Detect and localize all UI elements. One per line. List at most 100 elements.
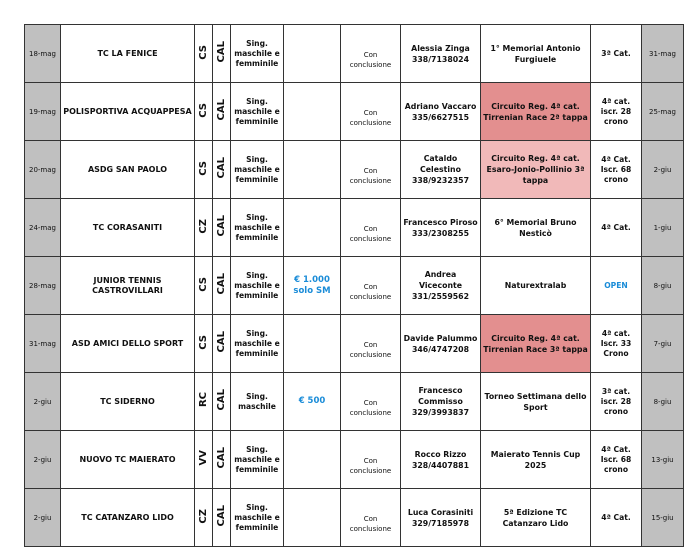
club-name: ASDG SAN PAOLO — [60, 140, 195, 199]
contact: Adriano Vaccaro 335/6627515 — [400, 82, 481, 141]
event-name: 6° Memorial Bruno Nesticò — [480, 198, 591, 257]
draw-type: Sing. maschile e femminile — [230, 430, 284, 489]
prize-money: € 1.000 solo SM — [283, 256, 341, 315]
contact-phone: 331/2559562 — [411, 292, 470, 301]
table-row: 20-mag ASDG SAN PAOLO CS CAL Sing. maschile … — [24, 140, 684, 199]
table-row: 24-mag TC CORASANITI CZ CAL Sing. maschile e… — [24, 198, 684, 257]
format: Con conclusione — [340, 24, 401, 83]
contact: Cataldo Celestino 338/9232357 — [400, 140, 481, 199]
end-date: 25-mag — [641, 82, 684, 141]
table-row: 19-mag POLISPORTIVA ACQUAPPESA CS CAL Sing. … — [24, 82, 684, 141]
start-date: 2-giu — [24, 372, 61, 431]
region: CAL — [212, 140, 231, 199]
event-name: Circuito Reg. 4ª cat. Tirrenian Race 3ª … — [480, 314, 591, 373]
event-name: Torneo Settimana dello Sport — [480, 372, 591, 431]
category: 4ª Cat. Iscr. 68 crono — [590, 430, 642, 489]
province-text: RC — [197, 392, 209, 408]
event-name: Circuito Reg. 4ª cat. Esaro-Jonio-Pollin… — [480, 140, 591, 199]
region-text: CAL — [215, 99, 227, 121]
draw-type: Sing. maschile e femminile — [230, 256, 284, 315]
start-date: 18-mag — [24, 24, 61, 83]
event-name: 5ª Edizione TC Catanzaro Lido — [480, 488, 591, 547]
province: CS — [194, 256, 213, 315]
contact-phone: 338/7138024 — [411, 54, 470, 64]
contact-name: Francesco Piroso — [403, 217, 478, 227]
province: CZ — [194, 198, 213, 257]
contact-name: Andrea Viceconte — [418, 270, 463, 290]
format: Con conclusione — [340, 372, 401, 431]
region-text: CAL — [215, 157, 227, 179]
start-date: 2-giu — [24, 430, 61, 489]
end-date: 8-giu — [641, 256, 684, 315]
prize-money — [283, 82, 341, 141]
table-row: 28-mag JUNIOR TENNIS CASTROVILLARI CS CAL Si… — [24, 256, 684, 315]
category: 4ª Cat. Iscr. 68 crono — [590, 140, 642, 199]
draw-type: Sing. maschile e femminile — [230, 198, 284, 257]
club-name: TC SIDERNO — [60, 372, 195, 431]
province: VV — [194, 430, 213, 489]
category: 4ª Cat. — [590, 488, 642, 547]
event-name: 1° Memorial Antonio Furgiuele — [480, 24, 591, 83]
club-name: ASD AMICI DELLO SPORT — [60, 314, 195, 373]
table-row: 2-giu TC SIDERNO RC CAL Sing. maschile € 500 C… — [24, 372, 684, 431]
contact-name: Alessia Zinga — [411, 43, 470, 53]
region-text: CAL — [215, 215, 227, 237]
start-date: 2-giu — [24, 488, 61, 547]
contact-name: Rocco Rizzo — [414, 449, 467, 459]
draw-type: Sing. maschile e femminile — [230, 488, 284, 547]
region: CAL — [212, 198, 231, 257]
region: CAL — [212, 372, 231, 431]
province-text: CS — [197, 102, 209, 118]
province-text: CZ — [197, 218, 209, 234]
prize-money — [283, 430, 341, 489]
province: CS — [194, 140, 213, 199]
contact-phone: 328/4407881 — [411, 460, 470, 470]
region: CAL — [212, 488, 231, 547]
province-text: CS — [197, 276, 209, 292]
format: Con conclusione — [340, 256, 401, 315]
draw-type: Sing. maschile e femminile — [230, 82, 284, 141]
tournament-table: 18-mag TC LA FENICE CS CAL Sing. maschile e … — [24, 24, 684, 547]
event-name: Naturextralab — [480, 256, 591, 315]
format: Con conclusione — [340, 430, 401, 489]
contact-phone: 329/3993837 — [411, 408, 470, 417]
region: CAL — [212, 430, 231, 489]
club-name: NUOVO TC MAIERATO — [60, 430, 195, 489]
table-row: 18-mag TC LA FENICE CS CAL Sing. maschile e … — [24, 24, 684, 83]
category: 3ª cat. iscr. 28 crono — [590, 372, 642, 431]
province-text: VV — [197, 450, 209, 466]
end-date: 31-mag — [641, 24, 684, 83]
start-date: 24-mag — [24, 198, 61, 257]
prize-money — [283, 314, 341, 373]
contact-phone: 335/6627515 — [411, 112, 470, 122]
club-name: POLISPORTIVA ACQUAPPESA — [60, 82, 195, 141]
province: CS — [194, 82, 213, 141]
contact-name: Adriano Vaccaro — [404, 101, 477, 111]
region-text: CAL — [215, 447, 227, 469]
end-date: 13-giu — [641, 430, 684, 489]
province-text: CS — [197, 160, 209, 176]
province-text: CZ — [197, 508, 209, 524]
prize-money: € 500 — [283, 372, 341, 431]
province: CZ — [194, 488, 213, 547]
province: RC — [194, 372, 213, 431]
end-date: 8-giu — [641, 372, 684, 431]
region-text: CAL — [215, 273, 227, 295]
region: CAL — [212, 82, 231, 141]
region-text: CAL — [215, 331, 227, 353]
region-text: CAL — [215, 41, 227, 63]
contact-phone: 346/4747208 — [411, 344, 470, 354]
prize-money — [283, 140, 341, 199]
region: CAL — [212, 256, 231, 315]
contact-name: Luca Corasiniti — [407, 507, 474, 517]
contact: Davide Palummo 346/4747208 — [400, 314, 481, 373]
start-date: 19-mag — [24, 82, 61, 141]
contact: Rocco Rizzo 328/4407881 — [400, 430, 481, 489]
contact-name: Francesco Commisso — [418, 386, 463, 406]
end-date: 2-giu — [641, 140, 684, 199]
contact-name: Davide Palummo — [403, 333, 478, 343]
format: Con conclusione — [340, 488, 401, 547]
club-name: TC CORASANITI — [60, 198, 195, 257]
event-name: Circuito Reg. 4ª cat. Tirrenian Race 2ª … — [480, 82, 591, 141]
prize-money — [283, 24, 341, 83]
